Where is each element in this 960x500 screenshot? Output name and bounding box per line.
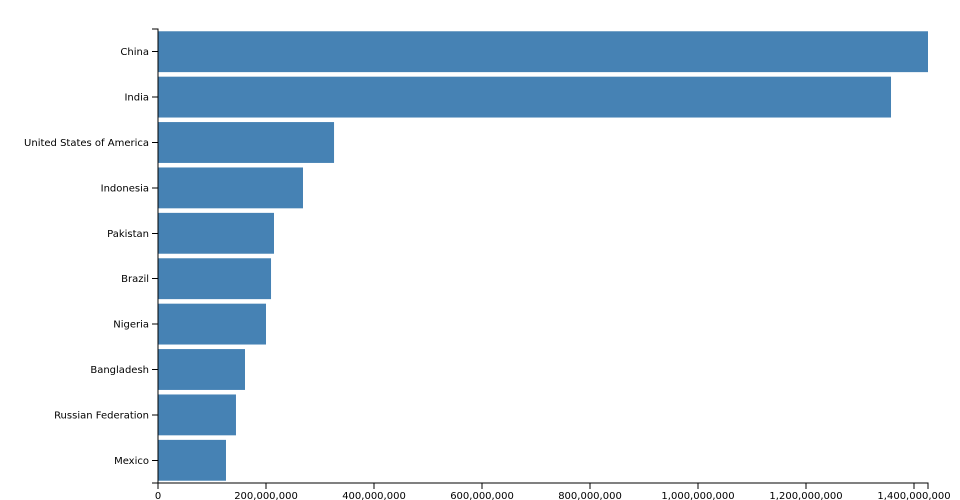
x-tick-label: 1,400,000,000: [877, 491, 950, 500]
y-tick-label: Indonesia: [101, 183, 149, 194]
x-tick-label: 200,000,000: [234, 491, 298, 500]
x-tick-label: 1,000,000,000: [661, 491, 734, 500]
x-tick-label: 1,200,000,000: [769, 491, 842, 500]
y-tick-label: United States of America: [24, 138, 149, 149]
x-tick-label: 0: [155, 491, 161, 500]
bar: [158, 31, 928, 73]
bar: [158, 303, 267, 345]
bar: [158, 394, 236, 436]
x-tick-label: 600,000,000: [450, 491, 514, 500]
y-tick-label: Bangladesh: [90, 365, 149, 376]
y-tick-label: Nigeria: [113, 320, 149, 331]
bar: [158, 122, 335, 163]
x-tick-label: 400,000,000: [342, 491, 406, 500]
y-tick-label: China: [120, 47, 149, 58]
y-axis-domain: [152, 28, 159, 484]
x-tick-label: 800,000,000: [558, 491, 622, 500]
y-tick-label: Mexico: [114, 456, 149, 467]
bar: [158, 212, 274, 254]
y-tick-label: Brazil: [121, 274, 149, 285]
x-axis: 0 200,000,000 400,000,000 600,000,000 800,00…: [155, 482, 951, 500]
y-tick-label: Russian Federation: [54, 410, 149, 421]
bar: [158, 349, 245, 390]
y-tick-label: India: [124, 93, 149, 104]
x-axis-domain: [157, 482, 929, 489]
y-tick-label: Pakistan: [107, 229, 149, 240]
y-axis: China India United States of America Indone…: [24, 28, 159, 484]
bar: [158, 439, 226, 481]
bar: [158, 167, 303, 209]
bar: [158, 76, 892, 118]
bar: [158, 258, 272, 300]
